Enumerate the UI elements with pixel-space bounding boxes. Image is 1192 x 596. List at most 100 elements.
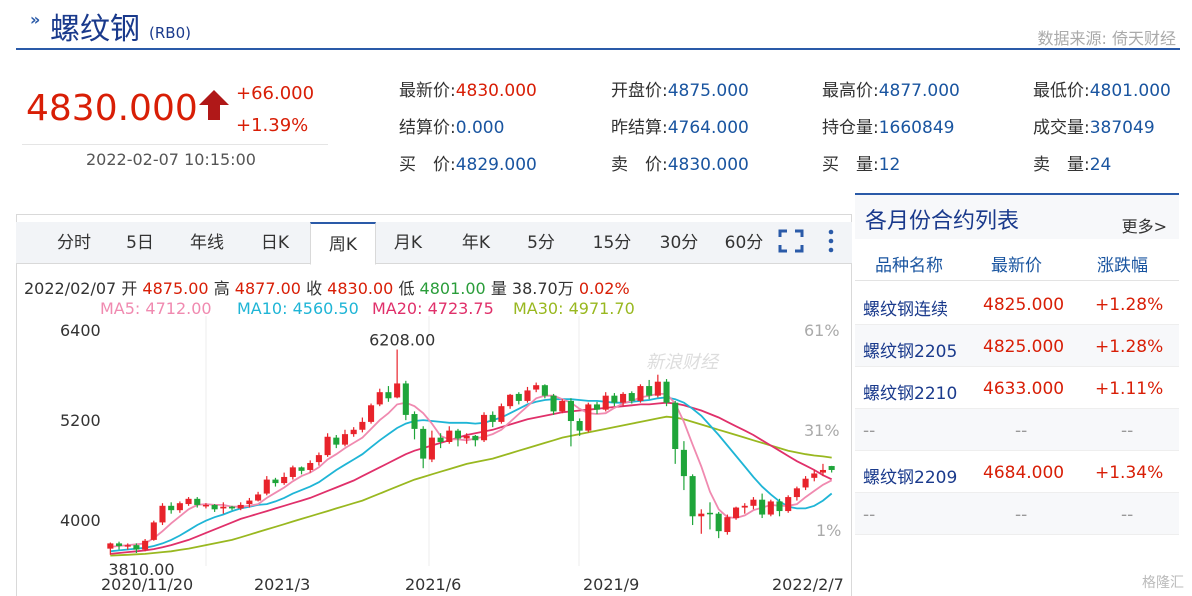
tab-1[interactable]: 5日 <box>126 233 154 253</box>
quote-label: 最低价: <box>1033 81 1090 101</box>
candle-body <box>559 400 566 412</box>
close-value: 4830.00 <box>327 279 394 298</box>
contract-row[interactable]: 螺纹钢2209 4684.000 +1.34% <box>855 451 1179 493</box>
candle-body <box>672 402 679 449</box>
col-name: 品种名称 <box>875 256 943 276</box>
tab-7[interactable]: 5分 <box>527 233 555 253</box>
candle-body <box>819 469 827 473</box>
quote-item: 持仓量:1660849 <box>822 113 954 138</box>
tab-6[interactable]: 年K <box>461 233 491 253</box>
contract-name: -- <box>863 421 876 441</box>
candle-body <box>150 522 157 540</box>
y-tick-label: 5200 <box>60 411 101 430</box>
candle-body <box>663 381 670 403</box>
candle-body <box>680 449 687 477</box>
quote-item: 最高价:4877.000 <box>822 76 960 101</box>
tab-10[interactable]: 60分 <box>724 233 764 253</box>
corner-watermark: 格隆汇 <box>1142 575 1184 591</box>
contract-row[interactable]: 螺纹钢2210 4633.000 +1.11% <box>855 367 1179 409</box>
quote-item: 卖 价:4830.000 <box>611 150 749 175</box>
double-chevron-icon: » <box>30 10 40 29</box>
quote-value: 4764.000 <box>667 118 749 138</box>
tab-4[interactable]: 周K <box>310 222 376 265</box>
candle-body <box>620 393 627 403</box>
more-link[interactable]: 更多> <box>1121 217 1167 236</box>
candle-body <box>498 406 505 422</box>
contract-row[interactable]: 螺纹钢连续 4825.000 +1.28% <box>855 283 1179 325</box>
candle-body <box>376 392 383 405</box>
fullscreen-icon[interactable] <box>778 229 804 253</box>
contract-pct: +1.11% <box>1095 379 1164 399</box>
candle-body <box>107 543 114 549</box>
y-tick-label: 4000 <box>60 511 101 530</box>
candle-body <box>706 512 714 515</box>
instrument-name: 螺纹钢 <box>50 12 140 47</box>
candle-body <box>115 543 123 547</box>
candle-body <box>255 494 262 501</box>
kline-chart[interactable]: 64005200400061%31%1%新浪财经6208.003810.0020… <box>16 316 852 596</box>
candle-body <box>246 500 253 505</box>
contract-price: 4825.000 <box>983 295 1065 315</box>
tab-0[interactable]: 分时 <box>57 233 91 253</box>
contract-row[interactable]: -- -- -- <box>855 409 1179 451</box>
candle-body <box>237 504 244 509</box>
quote-value: 4830.000 <box>667 155 749 175</box>
quote-value: 12 <box>878 155 901 175</box>
candle-body <box>133 545 140 550</box>
candle-body <box>515 393 522 401</box>
y-tick-label: 6400 <box>60 321 101 340</box>
candle-body <box>185 498 192 505</box>
candle-body <box>628 393 635 401</box>
quote-value: 4830.000 <box>455 81 537 101</box>
ma-legend-item: MA30: 4971.70 <box>513 299 635 318</box>
contract-row[interactable]: -- -- -- <box>855 493 1179 535</box>
candle-body <box>698 513 705 517</box>
more-options-icon[interactable] <box>824 228 838 254</box>
tab-2[interactable]: 年线 <box>190 233 224 253</box>
chart-panel <box>16 214 852 596</box>
quote-label: 卖 价: <box>611 155 668 175</box>
candle-body <box>272 479 279 484</box>
candle-body <box>428 437 435 460</box>
candle-body <box>168 505 175 511</box>
quote-item: 买 价:4829.000 <box>399 150 537 175</box>
up-arrow-icon <box>199 90 229 120</box>
candle-body <box>420 428 427 459</box>
quote-value: 4829.000 <box>455 155 537 175</box>
tab-8[interactable]: 15分 <box>592 233 632 253</box>
tab-9[interactable]: 30分 <box>659 233 699 253</box>
candle-body <box>793 488 800 498</box>
price-change: +66.000 <box>236 83 315 104</box>
candle-body <box>611 395 618 403</box>
candle-body <box>463 435 470 439</box>
tab-3[interactable]: 日K <box>260 233 290 253</box>
contract-name: 螺纹钢连续 <box>863 300 948 320</box>
candle-body <box>202 504 209 507</box>
chart-watermark: 新浪财经 <box>646 352 720 373</box>
high-label: 高 <box>213 279 230 298</box>
contract-name: 螺纹钢2205 <box>863 342 958 362</box>
data-source: 数据来源: 倚天财经 <box>1037 29 1176 48</box>
contract-price: 4825.000 <box>983 337 1065 357</box>
candle-body <box>480 414 488 441</box>
candle-date: 2022/02/07 <box>24 279 117 298</box>
quote-item: 开盘价:4875.000 <box>611 76 749 101</box>
pct-value: 0.02% <box>578 279 630 298</box>
candle-body <box>602 395 609 410</box>
candle-body <box>394 383 401 398</box>
contract-pct: +1.28% <box>1095 295 1164 315</box>
contracts-header: 各月份合约列表 更多> <box>855 193 1179 239</box>
candle-body <box>228 506 236 509</box>
candle-body <box>550 395 557 412</box>
quote-value: 0.000 <box>455 118 505 138</box>
col-price: 最新价 <box>991 256 1042 276</box>
tab-5[interactable]: 月K <box>393 233 423 253</box>
candle-body <box>637 386 644 401</box>
candle-body <box>776 501 783 512</box>
candle-body <box>724 517 731 533</box>
contract-row[interactable]: 螺纹钢2205 4825.000 +1.28% <box>855 325 1179 367</box>
quote-label: 成交量: <box>1033 118 1090 138</box>
price-change-pct: +1.39% <box>236 115 309 136</box>
quote-item: 最新价:4830.000 <box>399 76 537 101</box>
max-label: 6208.00 <box>369 331 435 350</box>
